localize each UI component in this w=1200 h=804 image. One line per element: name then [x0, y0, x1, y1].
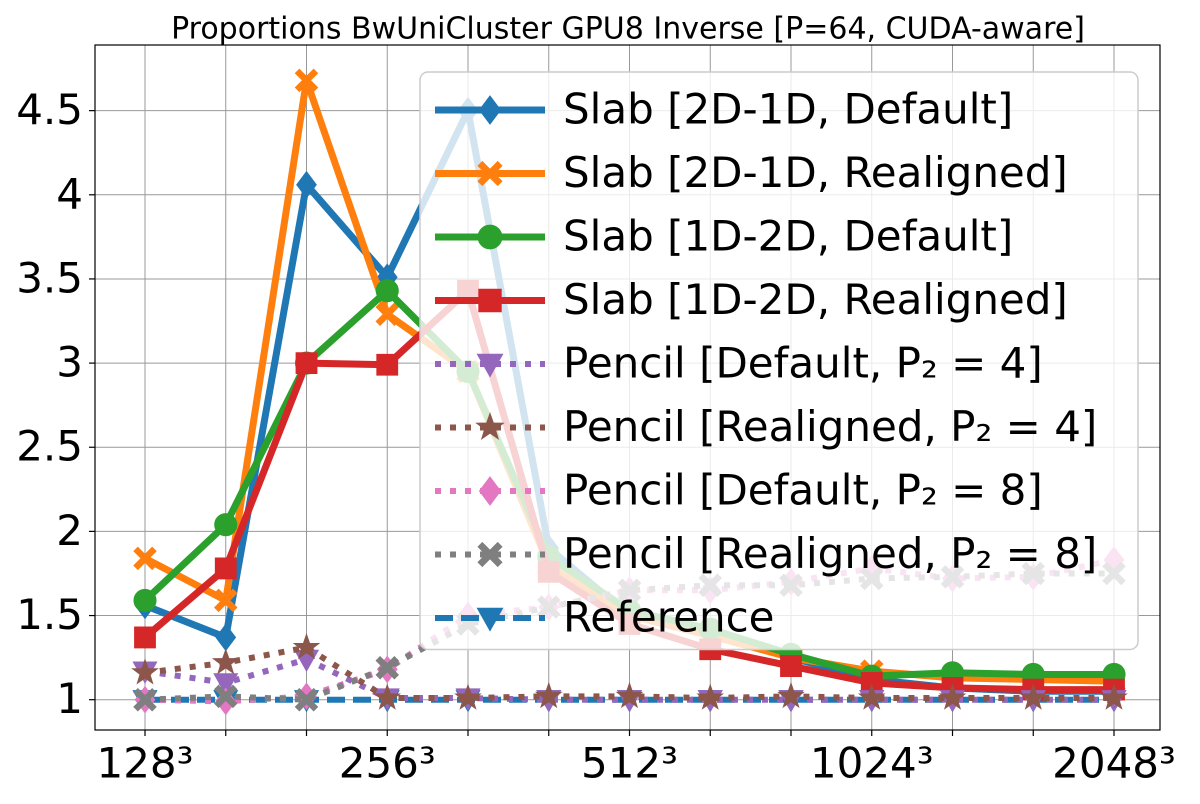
data-point [214, 513, 238, 537]
data-point [375, 655, 400, 680]
legend-label: Reference [563, 593, 775, 642]
x-tick-label: 128³ [96, 739, 193, 788]
legend-marker [477, 160, 503, 187]
data-point [375, 279, 399, 303]
data-point [213, 588, 238, 613]
x-tick-label: 256³ [339, 739, 436, 788]
plot-frame [94, 44, 1161, 731]
legend-marker [477, 224, 503, 250]
data-point [295, 352, 318, 374]
data-point [292, 633, 321, 660]
data-point [454, 683, 482, 710]
data-point [294, 687, 319, 712]
data-point [780, 655, 802, 677]
data-point [213, 684, 238, 709]
data-point [214, 557, 237, 580]
data-point [375, 302, 400, 327]
legend-label: Slab [1D-2D, Realigned] [563, 275, 1068, 324]
legend-marker [478, 95, 502, 125]
y-tick-label: 4.5 [16, 85, 83, 134]
legend-marker [475, 411, 505, 441]
legend-marker [477, 541, 503, 568]
data-point [294, 68, 319, 93]
y-tick-label: 1.5 [16, 590, 83, 639]
legend-label: Pencil [Realigned, P₂ = 4] [563, 402, 1097, 451]
legend-label: Pencil [Default, P₂ = 4] [563, 339, 1043, 388]
data-point [213, 673, 239, 696]
data-point [857, 683, 886, 710]
data-point [131, 658, 159, 685]
legend-label: Slab [1D-2D, Default] [563, 212, 1013, 261]
data-point [696, 683, 725, 710]
data-point [133, 588, 157, 612]
y-tick-label: 3.5 [16, 253, 83, 302]
data-point [1100, 683, 1128, 710]
y-tick-label: 1 [56, 674, 83, 723]
data-point [376, 353, 399, 376]
legend-label: Slab [2D-1D, Realigned] [563, 148, 1068, 197]
x-tick-label: 512³ [581, 739, 678, 788]
x-tick-label: 2048³ [1052, 739, 1176, 788]
data-point [215, 623, 237, 652]
data-point [296, 170, 317, 199]
data-point [133, 546, 157, 571]
legend-box [419, 71, 1139, 651]
data-point [777, 681, 805, 709]
data-point [134, 626, 156, 649]
data-point [938, 683, 967, 710]
legend-marker [478, 476, 502, 506]
legend-marker [476, 607, 504, 632]
legend-label: Pencil [Realigned, P₂ = 8] [563, 529, 1097, 578]
data-point [133, 687, 157, 712]
legend-marker [478, 288, 502, 313]
data-point [373, 683, 402, 710]
data-point [211, 648, 240, 675]
data-point [534, 681, 563, 709]
legend-label: Slab [2D-1D, Default] [563, 85, 1013, 134]
y-tick-label: 2.5 [16, 422, 83, 471]
data-point [1019, 683, 1048, 710]
legend-label: Pencil [Default, P₂ = 8] [563, 466, 1043, 515]
y-tick-label: 4 [56, 169, 83, 218]
data-point [215, 687, 237, 716]
chart-title: Proportions BwUniCluster GPU8 Inverse [P… [171, 12, 1085, 47]
y-tick-label: 3 [56, 338, 83, 387]
y-tick-label: 2 [56, 506, 83, 555]
x-tick-label: 1024³ [810, 739, 934, 788]
legend-marker [476, 353, 504, 378]
data-point [615, 681, 644, 709]
